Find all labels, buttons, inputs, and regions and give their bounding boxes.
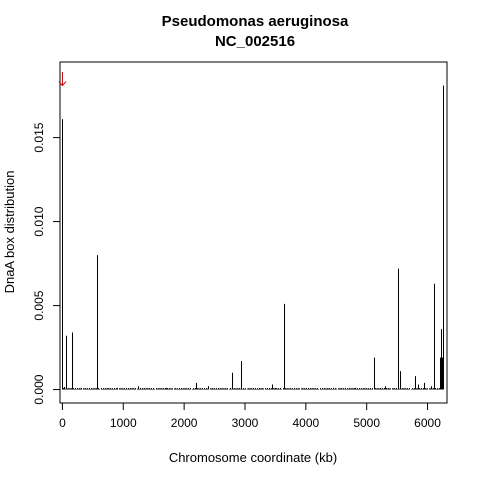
chart-subtitle: NC_002516 — [215, 33, 295, 50]
x-tick-label: 1000 — [110, 416, 137, 430]
chart-title: Pseudomonas aeruginosa — [162, 13, 349, 30]
plot-frame — [59, 61, 448, 404]
x-axis: 0 1000 2000 3000 4000 5000 6000 — [59, 402, 441, 430]
x-tick-label: 0 — [59, 416, 66, 430]
y-tick-label: 0.000 — [32, 374, 46, 404]
bars-group — [62, 85, 444, 390]
x-tick-label: 5000 — [353, 416, 380, 430]
x-axis-label: Chromosome coordinate (kb) — [169, 450, 337, 465]
annotation-group — [58, 72, 67, 87]
arrow-head-icon — [58, 81, 67, 87]
y-axis: 0.000 0.005 0.010 0.015 — [32, 122, 61, 405]
y-tick-label: 0.005 — [32, 290, 46, 320]
x-tick-label: 3000 — [232, 416, 259, 430]
y-tick-label: 0.010 — [32, 206, 46, 236]
x-tick-label: 6000 — [414, 416, 441, 430]
x-tick-label: 2000 — [171, 416, 198, 430]
x-tick-label: 4000 — [292, 416, 319, 430]
y-axis-label: DnaA box distribution — [2, 171, 17, 294]
y-tick-label: 0.015 — [32, 122, 46, 152]
